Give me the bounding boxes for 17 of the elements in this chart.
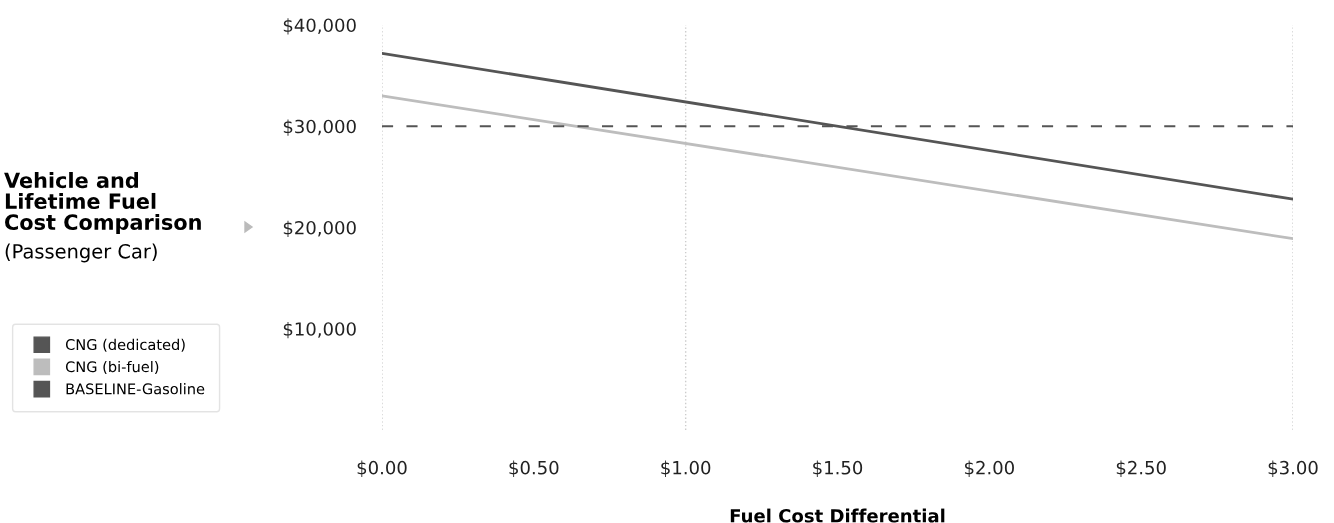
x-tick-label: $0.00: [357, 460, 407, 477]
x-tick-label: $1.00: [661, 460, 711, 477]
x-tick-label: $3.00: [1268, 460, 1318, 477]
x-tick-label: $2.50: [1116, 460, 1166, 477]
legend-label: BASELINE-Gasoline: [66, 383, 205, 395]
y-tick-label: $40,000: [283, 18, 356, 35]
legend-label: CNG (dedicated): [65, 338, 185, 352]
y-tick-label: $30,000: [283, 119, 356, 136]
x-axis-title: Fuel Cost Differential: [730, 508, 945, 523]
y-tick-label: $20,000: [283, 220, 356, 238]
x-tick-label: $2.00: [964, 460, 1014, 477]
x-tick-label: $1.50: [813, 460, 863, 477]
text: (Passenger Car): [5, 243, 157, 263]
y-tick-label: $10,000: [283, 321, 356, 339]
x-tick-label: $0.50: [509, 460, 559, 477]
text: Vehicle and Lifetime Fuel Cost Comparison: [4, 172, 201, 235]
legend-label: CNG (bi-fuel): [65, 360, 159, 374]
